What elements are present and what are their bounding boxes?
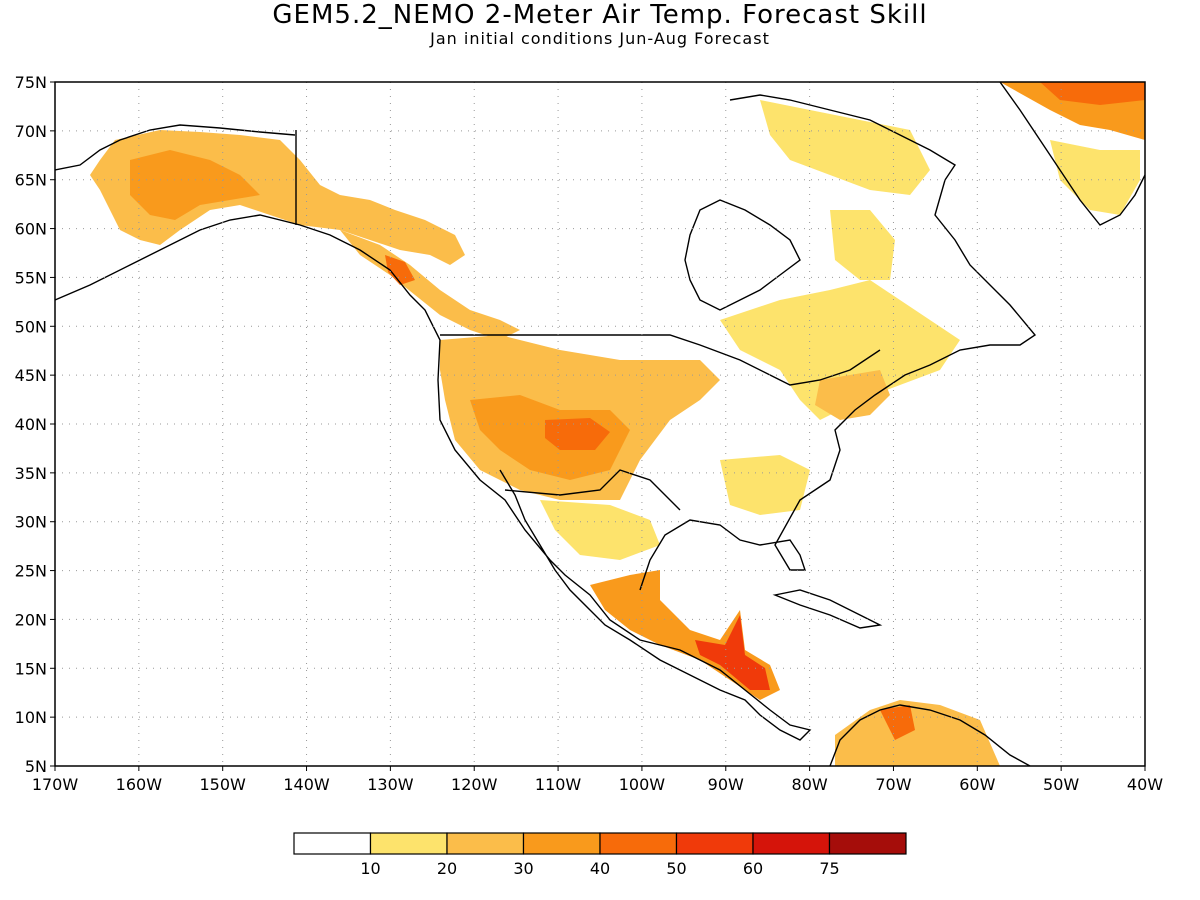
skill-region-northeast-us — [815, 370, 890, 420]
lat-label: 75N — [15, 73, 47, 92]
hudson-bay-coast — [684, 199, 801, 311]
skill-region-four-corners — [545, 418, 610, 450]
lat-label: 65N — [15, 171, 47, 190]
legend-label: 40 — [590, 859, 610, 878]
lon-label: 130W — [367, 775, 414, 794]
lat-label: 60N — [15, 220, 47, 239]
lon-label: 80W — [792, 775, 828, 794]
lon-label: 150W — [200, 775, 247, 794]
legend-swatch — [369, 832, 448, 855]
axis-ticks — [50, 81, 1146, 771]
greenland-coast — [999, 82, 1145, 226]
lat-label: 55N — [15, 268, 47, 287]
skill-region-s-america-core — [880, 705, 915, 740]
skill-shading — [90, 82, 1145, 766]
lon-label: 120W — [451, 775, 498, 794]
skill-region-baffin — [760, 100, 930, 195]
lon-label: 100W — [619, 775, 666, 794]
skill-region-s-america — [835, 700, 1000, 766]
skill-region-central-america-core — [695, 615, 770, 690]
skill-region-bc-coast — [340, 230, 520, 340]
legend-label: 50 — [666, 859, 686, 878]
legend-label: 75 — [819, 859, 839, 878]
skill-region-greenland-north — [1040, 82, 1145, 105]
lat-label: 50N — [15, 317, 47, 336]
lat-label: 15N — [15, 659, 47, 678]
south-america-coast — [829, 704, 1031, 766]
lon-label: 70W — [875, 775, 911, 794]
lat-label: 40N — [15, 415, 47, 434]
legend-swatch — [675, 832, 754, 855]
lon-label: 110W — [535, 775, 582, 794]
chart-title: GEM5.2_NEMO 2-Meter Air Temp. Forecast S… — [272, 0, 928, 30]
lat-label: 70N — [15, 122, 47, 141]
coastlines — [55, 82, 1145, 766]
lon-label: 90W — [708, 775, 744, 794]
legend-label: 30 — [513, 859, 533, 878]
lat-label: 45N — [15, 366, 47, 385]
skill-region-e-canada — [720, 280, 960, 420]
legend-swatch — [522, 832, 601, 855]
lat-label: 10N — [15, 708, 47, 727]
lat-label: 25N — [15, 562, 47, 581]
skill-region-n-mexico — [540, 500, 660, 560]
lon-label: 170W — [32, 775, 79, 794]
skill-region-southeast-us — [720, 455, 810, 515]
lon-label: 140W — [283, 775, 330, 794]
legend-label: 20 — [437, 859, 457, 878]
legend-swatch — [752, 832, 831, 855]
lat-label: 20N — [15, 610, 47, 629]
cuba-coast — [772, 589, 883, 629]
legend-swatch — [828, 832, 907, 855]
lon-label: 40W — [1127, 775, 1163, 794]
chart-subtitle: Jan initial conditions Jun-Aug Forecast — [430, 29, 770, 48]
color-legend: 10 20 30 40 50 60 75 — [293, 832, 907, 878]
lat-label: 30N — [15, 513, 47, 532]
legend-swatch — [599, 832, 678, 855]
skill-region-hudson — [830, 210, 895, 280]
skill-region-alaska-core — [130, 150, 260, 220]
skill-region-greenland-south — [1050, 140, 1140, 215]
legend-swatch — [446, 832, 525, 855]
lat-label: 5N — [25, 757, 47, 776]
skill-region-bc-core — [385, 255, 415, 285]
legend-label: 60 — [743, 859, 763, 878]
latitude-labels: 75N 70N 65N 60N 55N 50N 45N 40N 35N 30N 25N 20N 15N 1… — [15, 73, 47, 776]
lon-label: 50W — [1043, 775, 1079, 794]
lon-label: 160W — [116, 775, 163, 794]
north-america-coast — [55, 94, 1037, 741]
lon-label: 60W — [959, 775, 995, 794]
lat-label: 35N — [15, 464, 47, 483]
legend-label: 10 — [360, 859, 380, 878]
longitude-labels: 170W 160W 150W 140W 130W 120W 110W 100W 90W 80W 70… — [32, 775, 1163, 794]
legend-swatch — [293, 832, 372, 855]
us-mexico-border — [504, 469, 681, 511]
